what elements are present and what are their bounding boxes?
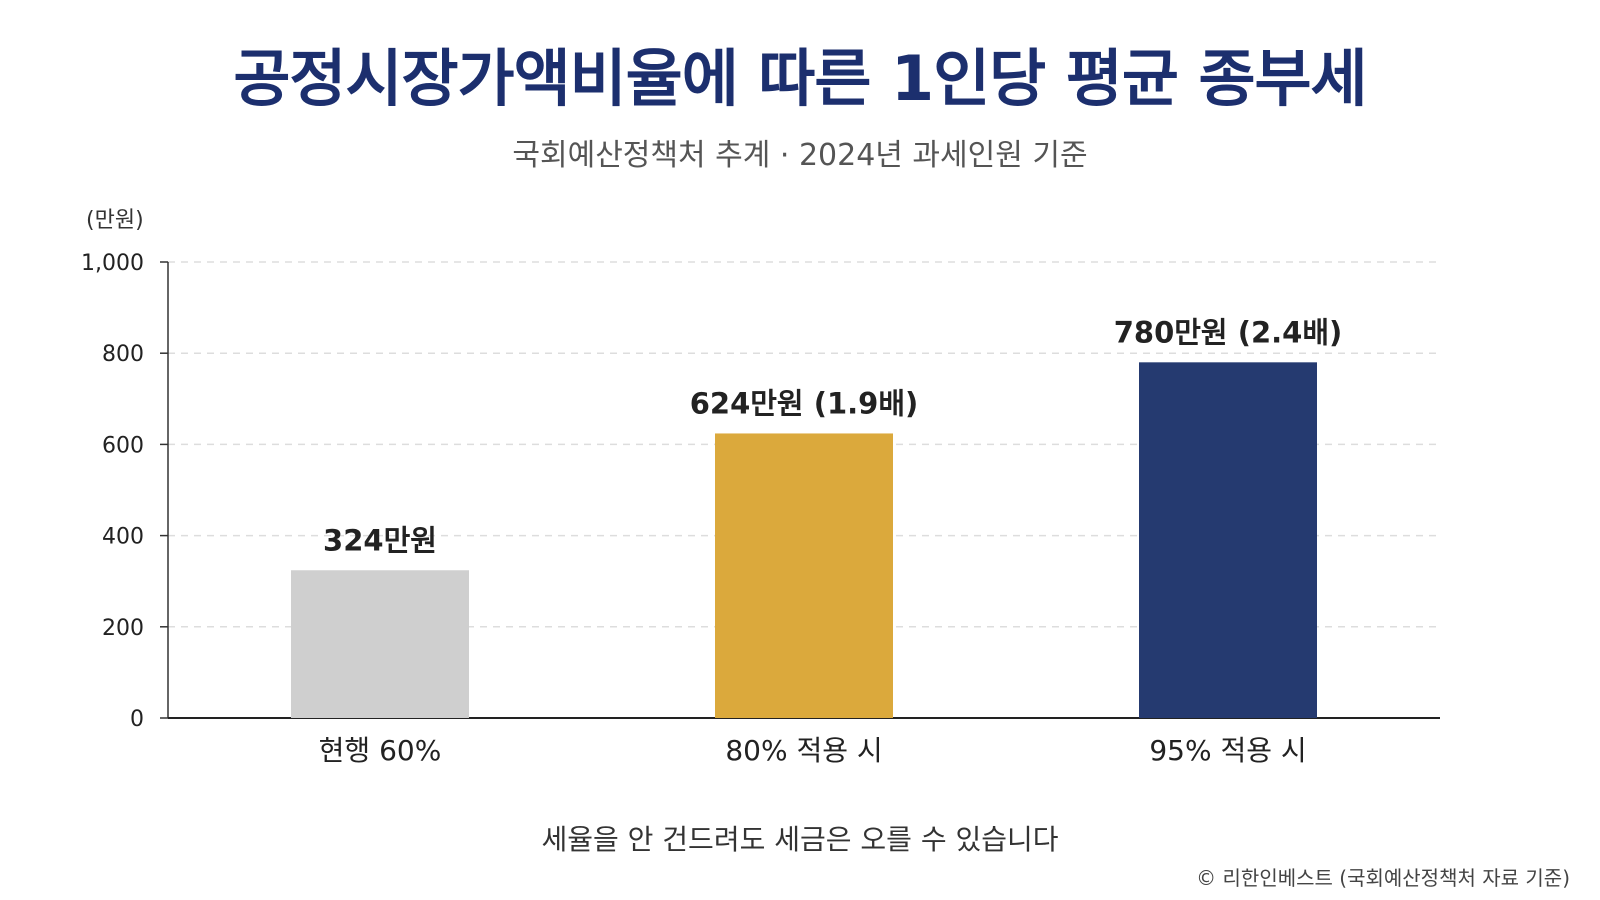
bar-data-label: 624만원 (1.9배) bbox=[690, 386, 919, 420]
x-tick-label: 80% 적용 시 bbox=[725, 734, 882, 767]
bar-data-label: 324만원 bbox=[323, 523, 437, 557]
y-tick-label: 0 bbox=[130, 707, 144, 732]
y-tick-label: 200 bbox=[102, 616, 144, 641]
chart-subtitle: 국회예산정책처 추계 · 2024년 과세인원 기준 bbox=[512, 138, 1088, 173]
bar bbox=[715, 433, 893, 718]
y-tick-label: 600 bbox=[102, 433, 144, 458]
chart-title: 공정시장가액비율에 따른 1인당 평균 종부세 bbox=[233, 42, 1367, 115]
y-tick-label: 800 bbox=[102, 342, 144, 367]
copyright-credit: © 리한인베스트 (국회예산정책처 자료 기준) bbox=[1196, 866, 1570, 890]
bar-data-label: 780만원 (2.4배) bbox=[1114, 315, 1343, 349]
bar bbox=[291, 570, 469, 718]
y-tick-label: 1,000 bbox=[81, 251, 144, 276]
y-tick-label: 400 bbox=[102, 525, 144, 550]
bar bbox=[1139, 362, 1317, 718]
y-axis-unit-label: (만원) bbox=[86, 208, 144, 233]
x-tick-label: 현행 60% bbox=[319, 734, 442, 767]
footnote-text: 세율을 안 건드려도 세금은 오를 수 있습니다 bbox=[541, 823, 1059, 856]
x-tick-label: 95% 적용 시 bbox=[1149, 734, 1306, 767]
